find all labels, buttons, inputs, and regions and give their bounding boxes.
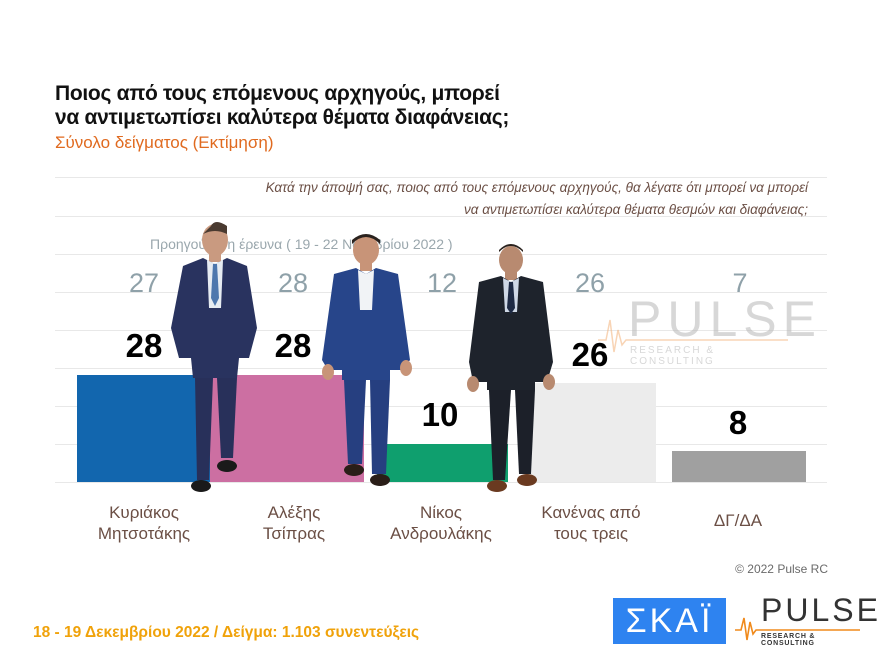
previous-value-dk-na: 7 bbox=[732, 268, 748, 298]
bar-none-of-three bbox=[530, 383, 656, 482]
previous-value-mitsotakis: 27 bbox=[128, 268, 160, 298]
gridline bbox=[55, 406, 827, 407]
question-line-2: να αντιμετωπίσει καλύτερα θέματα θεσμών … bbox=[464, 202, 808, 217]
chart-subtitle: Σύνολο δείγματος (Εκτίμηση) bbox=[55, 133, 274, 152]
gridline bbox=[55, 292, 827, 293]
current-value-none: 26 bbox=[571, 336, 609, 373]
skai-logo: ΣΚΑΪ bbox=[613, 598, 726, 644]
person-mitsotakis-image bbox=[171, 222, 257, 492]
current-value-dk-na: 8 bbox=[728, 404, 748, 441]
pulse-logo-text: PULSE bbox=[761, 592, 880, 628]
gridline bbox=[55, 254, 827, 255]
pulse-watermark: PULSE RESEARCH & CONSULTING bbox=[598, 290, 816, 367]
copyright-notice: © 2022 Pulse RC bbox=[735, 562, 828, 576]
person-androulakis-image bbox=[467, 244, 555, 492]
watermark-text: PULSE bbox=[628, 291, 822, 347]
category-label-mitsotakis: Κυριάκος Μητσοτάκης bbox=[97, 503, 191, 543]
question-line-1: Κατά την άποψή σας, ποιος από τους επόμε… bbox=[265, 180, 808, 195]
pulse-wave-icon bbox=[735, 617, 860, 641]
category-label-dk-na: ΔΓ/ΔΑ bbox=[713, 511, 763, 530]
baseline bbox=[55, 482, 827, 483]
watermark-tagline: RESEARCH & CONSULTING bbox=[630, 345, 716, 367]
category-label-androulakis: Νίκος Ανδρουλάκης bbox=[390, 503, 492, 543]
gridline bbox=[55, 368, 827, 369]
bar-dk-na bbox=[672, 451, 806, 482]
gridline bbox=[55, 177, 827, 178]
title-line-2: να αντιμετωπίσει καλύτερα θέματα διαφάνε… bbox=[55, 106, 510, 129]
category-label-tsipras: Αλέξης Τσίπρας bbox=[262, 503, 326, 543]
previous-value-none: 26 bbox=[574, 268, 606, 298]
survey-question: Κατά την άποψή σας, ποιος από τους επόμε… bbox=[188, 177, 808, 221]
survey-footer: 18 - 19 Δεκεμβρίου 2022 / Δείγμα: 1.103 … bbox=[33, 624, 420, 641]
previous-value-tsipras: 28 bbox=[277, 268, 309, 298]
pulse-wave-icon bbox=[598, 319, 788, 353]
pulse-logo-tagline: RESEARCH & CONSULTING bbox=[761, 633, 816, 647]
gridline bbox=[55, 330, 827, 331]
chart-title: Ποιος από τους επόμενους αρχηγούς, μπορε… bbox=[55, 82, 509, 130]
category-label-none: Κανένας από τους τρεις bbox=[541, 503, 641, 543]
pulse-logo: PULSE RESEARCH & CONSULTING bbox=[735, 592, 878, 647]
person-tsipras-image bbox=[322, 234, 412, 486]
gridline bbox=[55, 216, 827, 217]
bar-mitsotakis bbox=[77, 375, 210, 482]
previous-value-androulakis: 12 bbox=[426, 268, 458, 298]
bar-androulakis bbox=[377, 444, 508, 482]
current-value-tsipras: 28 bbox=[274, 327, 312, 364]
title-line-1: Ποιος από τους επόμενους αρχηγούς, μπορε… bbox=[55, 82, 500, 105]
current-value-mitsotakis: 28 bbox=[125, 327, 163, 364]
current-value-androulakis: 10 bbox=[421, 396, 459, 433]
